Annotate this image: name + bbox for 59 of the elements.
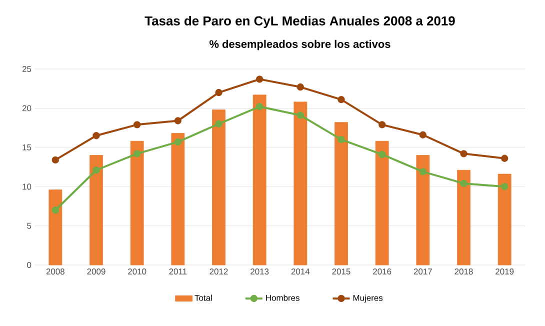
y-tick-label: 25 [22, 66, 32, 72]
point [92, 132, 100, 140]
x-tick-label: 2009 [87, 268, 106, 275]
point [378, 150, 386, 158]
point [92, 166, 100, 174]
x-tick-label: 2014 [291, 268, 310, 275]
point [338, 96, 345, 104]
point [338, 136, 345, 144]
x-tick-label: 2019 [496, 268, 514, 275]
point [256, 76, 264, 83]
point [174, 117, 182, 124]
point [460, 180, 468, 188]
x-tick-label: 2010 [128, 268, 146, 275]
y-tick-label: 5 [27, 222, 32, 229]
point [500, 154, 508, 162]
point [296, 83, 304, 91]
point [419, 131, 427, 138]
chart-subtitle: % desempleados sobre los activos [210, 40, 390, 50]
point [378, 121, 386, 128]
chart-title: Tasas de Paro en CyL Medias Anuales 2008 a 2019 [144, 16, 455, 28]
point [52, 206, 60, 214]
bar [416, 155, 430, 266]
x-tick-label: 2011 [169, 268, 187, 275]
point [500, 183, 508, 190]
bar [48, 190, 62, 266]
y-tick-label: 10 [22, 184, 32, 190]
legend-label: Total [194, 294, 212, 301]
x-tick-label: 2016 [373, 268, 392, 275]
y-tick-label: 20 [22, 105, 32, 112]
x-tick-label: 2012 [210, 268, 228, 275]
x-tick-label: 2017 [414, 268, 432, 275]
bar [375, 140, 389, 266]
x-tick-label: 2018 [454, 268, 473, 275]
point [460, 150, 468, 158]
bar [294, 102, 308, 266]
bar [130, 140, 144, 266]
legend-label: Mujeres [353, 294, 383, 303]
x-tick-label: 2013 [250, 268, 269, 275]
y-tick-label: 0 [27, 262, 32, 268]
point [133, 121, 141, 128]
point [419, 168, 427, 176]
point [256, 103, 264, 110]
bar [334, 122, 348, 266]
point [215, 120, 222, 128]
point [52, 156, 60, 164]
point [215, 88, 222, 96]
y-tick-label: 15 [22, 144, 32, 150]
point [174, 138, 182, 146]
point [133, 150, 141, 158]
bar [498, 174, 512, 266]
bar [457, 170, 470, 266]
x-tick-label: 2008 [46, 268, 64, 275]
x-tick-label: 2015 [332, 268, 350, 275]
legend-label: Hombres [266, 294, 300, 301]
bar [252, 94, 266, 266]
point [296, 112, 304, 119]
bar [171, 133, 185, 266]
bar [90, 155, 103, 266]
bar [212, 110, 226, 266]
